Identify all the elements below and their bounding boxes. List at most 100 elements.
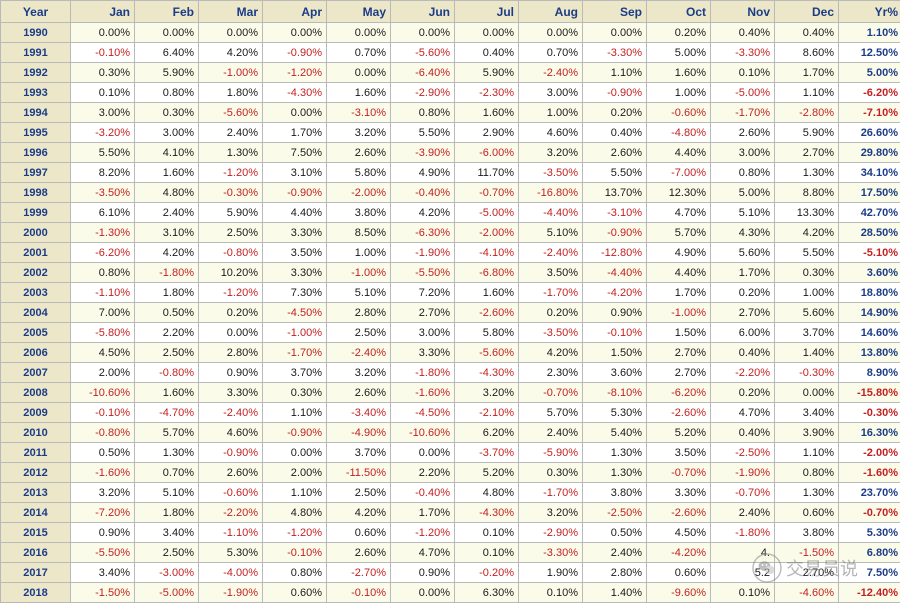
year-cell: 1993 — [0, 82, 71, 103]
yearly-return-cell: 6.80% — [838, 542, 900, 563]
month-cell-mar: -1.90% — [198, 582, 263, 603]
month-cell-jul: 0.40% — [454, 42, 519, 63]
month-cell-dec: 5.60% — [774, 302, 839, 323]
month-cell-aug: 3.20% — [518, 142, 583, 163]
table-row: 2018 -1.50% -5.00% -1.90% 0.60% -0.10% 0.00% 6.… — [0, 582, 900, 603]
month-cell-jun: -6.30% — [390, 222, 455, 243]
month-cell-jul: 0.00% — [454, 22, 519, 43]
yearly-return-cell: 3.60% — [838, 262, 900, 283]
month-cell-aug: -1.70% — [518, 482, 583, 503]
month-cell-dec: 2.70% — [774, 562, 839, 583]
year-cell: 1994 — [0, 102, 71, 123]
month-cell-jun: -4.50% — [390, 402, 455, 423]
yearly-return-cell: 28.50% — [838, 222, 900, 243]
month-cell-jun: -0.40% — [390, 482, 455, 503]
month-cell-dec: 8.60% — [774, 42, 839, 63]
month-cell-jul: 3.20% — [454, 382, 519, 403]
month-cell-sep: -0.90% — [582, 222, 647, 243]
month-cell-nov: 5.10% — [710, 202, 775, 223]
yearly-return-cell: 29.80% — [838, 142, 900, 163]
table-row: 2007 2.00% -0.80% 0.90% 3.70% 3.20% -1.80% -4.3… — [0, 362, 900, 383]
month-cell-sep: -2.50% — [582, 502, 647, 523]
month-cell-feb: 5.10% — [134, 482, 199, 503]
month-cell-oct: 3.30% — [646, 482, 711, 503]
year-cell: 1991 — [0, 42, 71, 63]
month-cell-apr: -0.90% — [262, 42, 327, 63]
month-cell-dec: 1.10% — [774, 82, 839, 103]
year-cell: 2015 — [0, 522, 71, 543]
month-cell-jul: 6.20% — [454, 422, 519, 443]
month-cell-may: -1.00% — [326, 262, 391, 283]
month-cell-sep: 2.60% — [582, 142, 647, 163]
month-cell-apr: -4.50% — [262, 302, 327, 323]
month-cell-nov: 2.40% — [710, 502, 775, 523]
month-cell-sep: -0.90% — [582, 82, 647, 103]
month-cell-nov: 4. — [710, 542, 775, 563]
month-cell-oct: 4.70% — [646, 202, 711, 223]
month-cell-may: 0.60% — [326, 522, 391, 543]
month-cell-feb: 2.50% — [134, 542, 199, 563]
year-cell: 1990 — [0, 22, 71, 43]
month-cell-jul: -2.10% — [454, 402, 519, 423]
month-cell-jul: 0.10% — [454, 542, 519, 563]
yearly-return-cell: 14.90% — [838, 302, 900, 323]
month-cell-mar: -0.90% — [198, 442, 263, 463]
month-cell-may: 1.00% — [326, 242, 391, 263]
month-cell-jan: -3.20% — [70, 122, 135, 143]
month-cell-jun: 0.00% — [390, 442, 455, 463]
header-sep: Sep — [582, 0, 647, 23]
month-cell-dec: 0.40% — [774, 22, 839, 43]
month-cell-oct: 5.70% — [646, 222, 711, 243]
table-header: Year Jan Feb Mar Apr May Jun Jul Aug Sep… — [0, 0, 900, 23]
month-cell-dec: 1.30% — [774, 482, 839, 503]
year-cell: 2017 — [0, 562, 71, 583]
month-cell-apr: -4.30% — [262, 82, 327, 103]
yearly-return-cell: 5.00% — [838, 62, 900, 83]
yearly-return-cell: 34.10% — [838, 162, 900, 183]
month-cell-feb: -4.70% — [134, 402, 199, 423]
month-cell-aug: -2.40% — [518, 62, 583, 83]
month-cell-dec: -2.80% — [774, 102, 839, 123]
yearly-return-cell: 14.60% — [838, 322, 900, 343]
month-cell-jan: -5.80% — [70, 322, 135, 343]
month-cell-jun: -5.50% — [390, 262, 455, 283]
year-cell: 2003 — [0, 282, 71, 303]
month-cell-feb: 1.80% — [134, 282, 199, 303]
month-cell-apr: 4.40% — [262, 202, 327, 223]
month-cell-jun: 2.70% — [390, 302, 455, 323]
month-cell-sep: -8.10% — [582, 382, 647, 403]
month-cell-may: 2.60% — [326, 142, 391, 163]
month-cell-sep: 13.70% — [582, 182, 647, 203]
month-cell-jul: -5.00% — [454, 202, 519, 223]
month-cell-sep: 5.30% — [582, 402, 647, 423]
month-cell-dec: 5.90% — [774, 122, 839, 143]
month-cell-jun: -3.90% — [390, 142, 455, 163]
month-cell-aug: 2.30% — [518, 362, 583, 383]
month-cell-aug: -16.80% — [518, 182, 583, 203]
yearly-return-cell: 26.60% — [838, 122, 900, 143]
table-row: 2001 -6.20% 4.20% -0.80% 3.50% 1.00% -1.90% -4.… — [0, 242, 900, 263]
month-cell-may: 2.60% — [326, 542, 391, 563]
month-cell-apr: 1.70% — [262, 122, 327, 143]
month-cell-jan: -3.50% — [70, 182, 135, 203]
table-row: 1993 0.10% 0.80% 1.80% -4.30% 1.60% -2.90% -2.3… — [0, 82, 900, 103]
month-cell-apr: -1.20% — [262, 522, 327, 543]
month-cell-jan: -0.80% — [70, 422, 135, 443]
month-cell-jul: -2.60% — [454, 302, 519, 323]
table-row: 2000 -1.30% 3.10% 2.50% 3.30% 8.50% -6.30% -2.0… — [0, 222, 900, 243]
table-body: 1990 0.00% 0.00% 0.00% 0.00% 0.00% 0.00% 0.00% 0… — [0, 22, 900, 603]
month-cell-nov: 4.30% — [710, 222, 775, 243]
month-cell-apr: 3.50% — [262, 242, 327, 263]
month-cell-jun: -6.40% — [390, 62, 455, 83]
month-cell-aug: 0.10% — [518, 582, 583, 603]
month-cell-dec: 5.50% — [774, 242, 839, 263]
year-cell: 2009 — [0, 402, 71, 423]
month-cell-dec: 3.70% — [774, 322, 839, 343]
month-cell-mar: -0.80% — [198, 242, 263, 263]
month-cell-sep: -3.10% — [582, 202, 647, 223]
month-cell-feb: -1.80% — [134, 262, 199, 283]
month-cell-jun: 2.20% — [390, 462, 455, 483]
month-cell-sep: 3.80% — [582, 482, 647, 503]
month-cell-mar: 3.30% — [198, 382, 263, 403]
